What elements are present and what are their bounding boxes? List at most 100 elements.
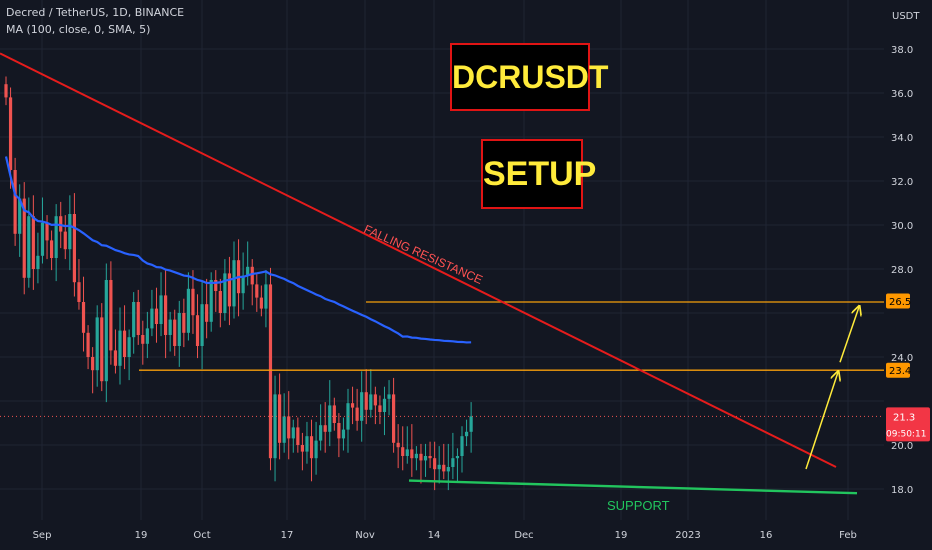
candle xyxy=(378,405,382,412)
candle xyxy=(214,280,218,291)
last-price-text: 21.3 xyxy=(893,412,915,423)
x-tick-label: 14 xyxy=(428,530,441,541)
dcrusdt-title-box: DCRUSDT xyxy=(450,43,608,111)
y-tick-label: 32.0 xyxy=(891,177,913,188)
candle xyxy=(27,216,31,278)
candle xyxy=(173,319,177,346)
falling-resistance-label: FALLING RESISTANCE xyxy=(362,222,485,287)
candle xyxy=(437,464,441,470)
candle xyxy=(314,440,318,459)
candle xyxy=(200,304,204,346)
candle xyxy=(127,337,131,357)
candle xyxy=(446,467,450,472)
x-tick-label: Feb xyxy=(839,530,857,541)
candle xyxy=(45,222,49,241)
x-tick-label: Dec xyxy=(514,530,533,541)
candle xyxy=(227,273,232,307)
x-tick-label: 19 xyxy=(615,530,628,541)
last-price-badge xyxy=(886,407,930,442)
candle xyxy=(369,394,373,410)
candle xyxy=(100,317,104,382)
candle xyxy=(186,288,190,333)
candle xyxy=(36,255,40,269)
countdown-text: 09:50:11 xyxy=(886,429,926,439)
candle xyxy=(337,423,341,439)
falling-resistance-line xyxy=(0,52,837,468)
candle xyxy=(255,284,259,298)
moving-average-line xyxy=(4,156,472,344)
candle xyxy=(177,313,181,346)
candle xyxy=(86,332,90,357)
x-tick-label: 17 xyxy=(281,530,294,541)
candle xyxy=(141,335,145,344)
candle xyxy=(150,308,154,329)
candle xyxy=(373,394,377,406)
candle xyxy=(464,431,469,437)
candle xyxy=(118,330,122,366)
candle xyxy=(191,288,195,316)
projection-arrow-1 xyxy=(805,372,838,470)
candle xyxy=(8,97,13,170)
candle xyxy=(433,458,437,470)
candle xyxy=(414,453,418,459)
candle xyxy=(54,216,58,258)
candle xyxy=(18,198,22,234)
candle xyxy=(109,280,113,351)
x-tick-label: 16 xyxy=(760,530,773,541)
support-line xyxy=(408,479,858,495)
candle xyxy=(104,280,108,382)
candle xyxy=(168,319,172,335)
y-tick-label: 28.0 xyxy=(891,265,913,276)
price-badge-26-5-text: 26.5 xyxy=(889,297,911,308)
candle xyxy=(410,449,414,459)
candle xyxy=(209,280,213,322)
candle xyxy=(328,405,332,432)
indicator-legend[interactable]: MA (100, close, 0, SMA, 5) xyxy=(6,23,151,36)
support-label: SUPPORT xyxy=(607,498,670,513)
candle xyxy=(300,445,304,452)
candle xyxy=(469,416,473,432)
y-tick-label: 30.0 xyxy=(891,221,913,232)
candle xyxy=(264,284,268,309)
candle xyxy=(250,266,254,285)
x-tick-label: 2023 xyxy=(675,530,700,541)
projection-arrow-2 xyxy=(839,307,859,363)
y-axis-unit: USDT xyxy=(892,11,920,22)
candle xyxy=(451,458,455,467)
candle xyxy=(350,403,355,408)
candle xyxy=(164,295,168,335)
price-badge-23-4-text: 23.4 xyxy=(889,366,911,377)
candle xyxy=(77,282,81,302)
y-tick-label: 38.0 xyxy=(891,45,913,56)
candle xyxy=(423,456,428,461)
y-tick-label: 36.0 xyxy=(891,89,913,100)
candle xyxy=(81,302,86,333)
candle xyxy=(309,436,314,459)
candle xyxy=(59,216,63,232)
x-tick-label: Sep xyxy=(33,530,52,541)
candle xyxy=(282,416,286,443)
candle xyxy=(13,170,17,234)
candle xyxy=(68,214,72,250)
candle xyxy=(63,231,67,250)
candle xyxy=(136,302,140,335)
candle xyxy=(341,429,346,439)
candle xyxy=(246,266,250,276)
candle xyxy=(4,84,8,98)
candle xyxy=(332,405,336,423)
candle xyxy=(205,304,209,322)
price-badge-23-4: 23.4 xyxy=(886,362,911,378)
price-badge-26-5: 26.5 xyxy=(886,293,911,309)
candle xyxy=(355,407,359,421)
candle xyxy=(323,425,327,432)
candle xyxy=(232,260,236,307)
x-tick-label: Nov xyxy=(355,530,375,541)
candle xyxy=(195,315,200,346)
candle xyxy=(396,442,400,448)
candle xyxy=(405,449,409,456)
candle xyxy=(218,291,222,313)
candle xyxy=(72,214,76,283)
symbol-title[interactable]: Decred / TetherUS, 1D, BINANCE xyxy=(6,6,185,19)
